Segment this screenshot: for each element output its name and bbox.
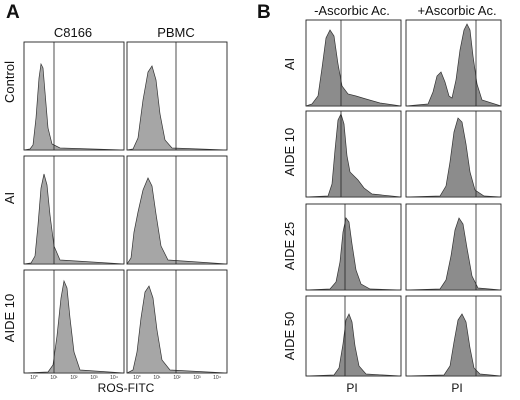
tick-label: 10¹ [50, 375, 58, 381]
tick-label: 10° [133, 375, 141, 381]
row-label-ai: AI [2, 192, 17, 204]
row-label-aide50-b: AIDE 50 [282, 312, 297, 360]
histogram-a-control-pbmc [126, 41, 228, 151]
col-title-c8166: C8166 [54, 25, 92, 40]
x-axis-title-a: ROS-FITC [98, 381, 155, 395]
tick-label: 10² [70, 375, 78, 381]
tick-label: 10¹ [153, 375, 161, 381]
ticks-a-c8166: 10° 10¹ 10² 10³ 10⁴ [30, 375, 118, 381]
row-label-ai-b: AI [282, 58, 297, 70]
tick-label: 10⁴ [110, 375, 118, 381]
histogram-b-aide10-plus [405, 110, 502, 198]
row-label-aide10-b: AIDE 10 [282, 128, 297, 176]
histogram-b-ai-minus [305, 19, 402, 107]
x-axis-title-b-plus: PI [451, 381, 462, 395]
panel-b: B -Ascorbic Ac. +Ascorbic Ac. AI AIDE 10… [257, 2, 502, 395]
histogram-a-ai-pbmc [126, 155, 228, 265]
tick-label: 10³ [193, 375, 201, 381]
panel-letter-a: A [6, 2, 20, 23]
row-label-aide25-b: AIDE 25 [282, 222, 297, 270]
col-title-minus-ascorbic: -Ascorbic Ac. [314, 3, 390, 18]
tick-label: 10⁴ [213, 375, 221, 381]
panel-a: A C8166 PBMC Control AI AIDE 10 [2, 2, 228, 395]
panel-letter-b: B [257, 2, 271, 23]
col-title-pbmc: PBMC [157, 25, 195, 40]
tick-label: 10° [30, 375, 38, 381]
histogram-b-aide25-plus [405, 203, 502, 291]
ticks-a-pbmc: 10° 10¹ 10² 10³ 10⁴ [133, 375, 221, 381]
histogram-a-aide10-pbmc [126, 269, 228, 374]
x-axis-title-b-minus: PI [346, 381, 357, 395]
histogram-a-aide10-c8166 [23, 269, 125, 374]
histogram-a-ai-c8166 [23, 155, 125, 265]
tick-label: 10² [173, 375, 181, 381]
row-label-aide-10: AIDE 10 [2, 294, 17, 342]
col-title-plus-ascorbic: +Ascorbic Ac. [417, 3, 496, 18]
tick-label: 10³ [90, 375, 98, 381]
histogram-b-aide25-minus [305, 203, 402, 291]
histogram-b-ai-plus [405, 19, 502, 107]
histogram-b-aide50-plus [405, 295, 502, 377]
histogram-b-aide50-minus [305, 295, 402, 377]
row-label-control: Control [2, 61, 17, 103]
histogram-b-aide10-minus [305, 110, 402, 198]
histogram-a-control-c8166 [23, 41, 125, 151]
